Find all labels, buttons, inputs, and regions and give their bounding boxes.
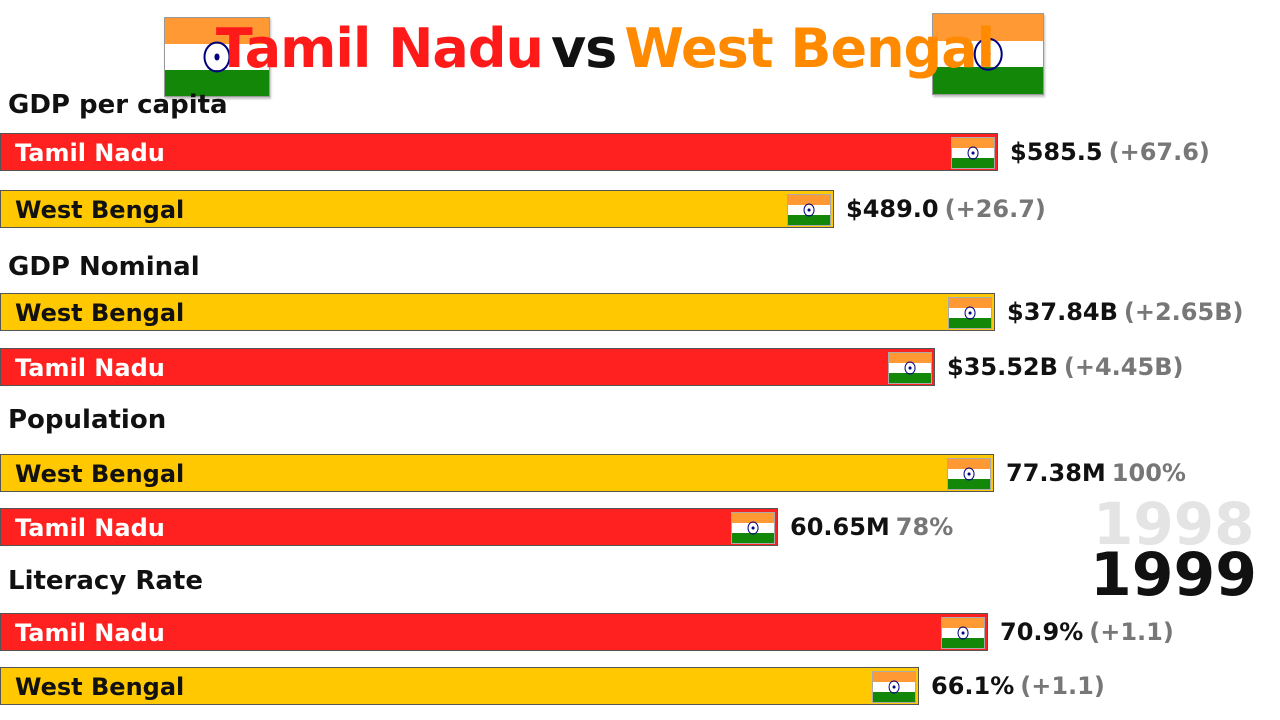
value-label: $35.52B (+4.45B) [947,348,1183,386]
value-label: 77.38M 100% [1006,454,1186,492]
section-title: GDP Nominal [8,252,200,282]
bar: Tamil Nadu [0,613,988,651]
title-left-flag-icon [164,17,270,97]
bar: Tamil Nadu [0,133,998,171]
bar-flag-icon [787,194,831,226]
value-main: $489.0 [846,195,939,223]
bar-label: Tamil Nadu [15,619,165,647]
bar: West Bengal [0,190,834,228]
chart-title: Tamil Nadu vs West Bengal [0,14,1210,84]
bar: West Bengal [0,454,994,492]
bar: West Bengal [0,293,995,331]
bar: West Bengal [0,667,919,705]
bar-flag-icon [872,671,916,703]
value-delta: 100% [1111,459,1186,487]
title-vs: vs [550,17,617,80]
section-title: Population [8,405,167,435]
bar-label: Tamil Nadu [15,354,165,382]
value-main: 70.9% [1000,618,1084,646]
value-label: 70.9% (+1.1) [1000,613,1174,651]
value-delta: (+1.1) [1089,618,1174,646]
bar-flag-icon [948,297,992,329]
bar-label: West Bengal [15,673,185,701]
value-label: 66.1% (+1.1) [931,667,1105,705]
bar-label: Tamil Nadu [15,514,165,542]
value-label: $489.0 (+26.7) [846,190,1046,228]
bar-label: Tamil Nadu [15,139,165,167]
value-delta: 78% [895,513,954,541]
value-label: $37.84B (+2.65B) [1007,293,1243,331]
bar: Tamil Nadu [0,348,935,386]
previous-year-label: 1998 [1093,490,1255,558]
value-main: 66.1% [931,672,1015,700]
bar-flag-icon [941,617,985,649]
value-delta: (+67.6) [1108,138,1210,166]
value-delta: (+2.65B) [1123,298,1244,326]
bar-label: West Bengal [15,460,185,488]
section-title: GDP per capita [8,90,228,120]
value-delta: (+1.1) [1020,672,1105,700]
value-label: 60.65M 78% [790,508,953,546]
bar-flag-icon [731,512,775,544]
bar-flag-icon [951,137,995,169]
title-west-bengal: West Bengal [624,17,995,80]
value-delta: (+26.7) [944,195,1046,223]
title-tamil-nadu: Tamil Nadu [215,17,544,80]
value-delta: (+4.45B) [1063,353,1184,381]
value-main: $35.52B [947,353,1058,381]
bar: Tamil Nadu [0,508,778,546]
bar-flag-icon [947,458,991,490]
value-label: $585.5 (+67.6) [1010,133,1210,171]
value-main: $37.84B [1007,298,1118,326]
value-main: 77.38M [1006,459,1106,487]
section-title: Literacy Rate [8,566,203,596]
value-main: 60.65M [790,513,890,541]
value-main: $585.5 [1010,138,1103,166]
title-right-flag-icon [932,13,1044,95]
current-year-label: 1999 [1090,540,1257,610]
bar-label: West Bengal [15,196,185,224]
bar-flag-icon [888,352,932,384]
bar-label: West Bengal [15,299,185,327]
